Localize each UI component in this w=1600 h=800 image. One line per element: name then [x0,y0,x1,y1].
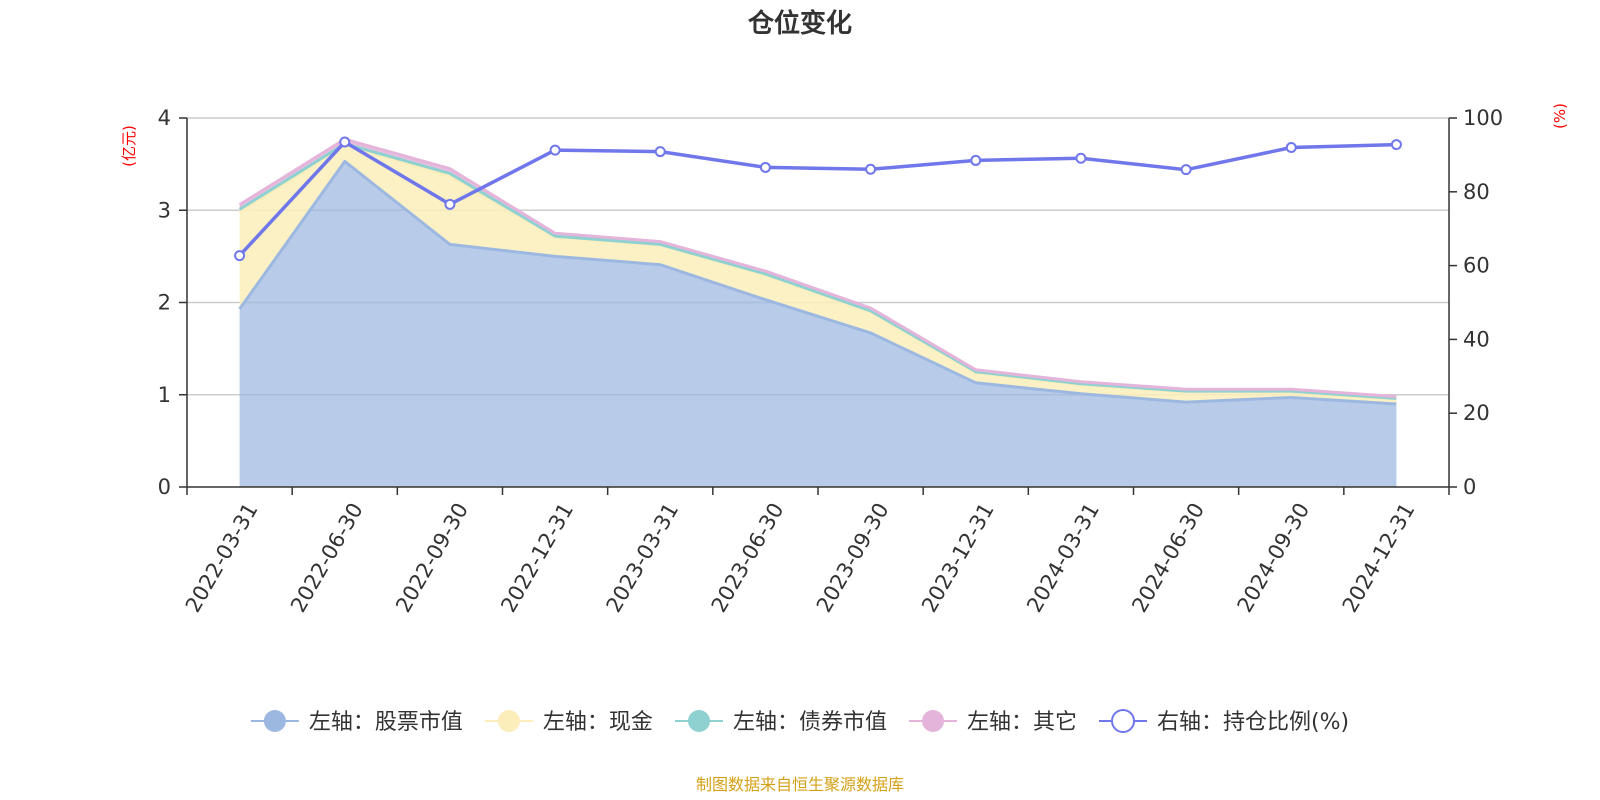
left-tick-label-4: 4 [158,106,171,130]
ratio-point-9 [1180,164,1192,176]
ratio-point-3 [549,144,561,156]
chart-title: 仓位变化 [747,8,852,39]
right-tick-label-2: 40 [1463,327,1490,351]
left-axis-ticks: 0 1 2 3 4 [158,106,187,499]
ratio-point-4 [654,146,666,158]
area-edge-series-2 [238,142,1397,400]
legend-label-1: 左轴：现金 [543,710,653,735]
ratio-point-5 [759,161,771,173]
x-tick-label-8: 2024-03-31 [1022,499,1104,617]
right-tick-label-4: 80 [1463,180,1490,204]
x-tick-label-9: 2024-06-30 [1127,499,1209,617]
legend-item-4: 右轴：持仓比例(%) [1099,709,1349,735]
legend: 左轴：股票市值 左轴：现金 左轴：债券市值 左轴：其它 右轴：持仓比例(%) [250,709,1349,735]
x-tick-label-0: 2022-03-31 [181,499,263,617]
x-tick-label-2: 2022-09-30 [391,499,473,617]
legend-item-2: 左轴：债券市值 [675,710,887,735]
area-series-0 [239,161,1397,487]
x-axis-ticks: 2022-03-31 2022-06-30 2022-09-30 2022-12-31… [181,487,1450,617]
x-tick-label-6: 2023-09-30 [812,499,894,617]
legend-label-4: 右轴：持仓比例(%) [1157,710,1349,735]
x-tick-label-7: 2023-12-31 [917,499,999,617]
ratio-line-path [238,140,1397,257]
legend-item-3: 左轴：其它 [909,710,1077,735]
x-tick-label-3: 2022-12-31 [496,499,578,617]
holding-ratio-line [234,136,1402,262]
area-edge-series-3 [238,137,1397,399]
right-tick-label-0: 0 [1463,475,1476,499]
ratio-point-7 [970,154,982,166]
legend-label-0: 左轴：股票市值 [309,710,463,735]
right-axis-ticks: 0 20 40 60 80 100 [1449,106,1503,499]
right-tick-label-1: 20 [1463,401,1490,425]
right-tick-label-3: 60 [1463,254,1490,278]
ratio-point-8 [1075,152,1087,164]
left-tick-label-1: 1 [158,383,171,407]
legend-swatch-marker-0 [263,710,286,732]
legend-swatch-marker-4 [1111,709,1135,733]
x-tick-label-4: 2023-03-31 [602,499,684,617]
legend-item-1: 左轴：现金 [484,710,653,735]
left-tick-label-0: 0 [158,475,171,499]
ratio-point-2 [444,198,456,210]
ratio-point-10 [1285,142,1297,154]
left-axis-unit: (亿元) [120,125,138,167]
left-tick-label-3: 3 [158,198,171,222]
stacked-areas [238,137,1397,487]
legend-item-0: 左轴：股票市值 [250,710,463,735]
x-tick-label-1: 2022-06-30 [286,499,368,617]
x-tick-label-11: 2024-12-31 [1338,499,1420,617]
ratio-point-11 [1390,139,1402,151]
legend-swatch-marker-3 [922,710,944,732]
x-tick-label-5: 2023-06-30 [707,499,789,617]
x-tick-label-10: 2024-09-30 [1233,499,1315,617]
right-tick-label-5: 100 [1463,106,1503,130]
legend-label-2: 左轴：债券市值 [733,710,887,735]
area-edge-series-0 [238,159,1397,406]
ratio-point-1 [339,136,351,148]
data-source-note: 制图数据来自恒生聚源数据库 [696,775,904,794]
legend-swatch-marker-1 [497,710,520,732]
ratio-point-6 [865,163,877,175]
left-tick-label-2: 2 [158,291,171,315]
legend-label-3: 左轴：其它 [967,710,1077,735]
legend-swatch-marker-2 [688,710,710,732]
ratio-point-0 [234,250,246,262]
right-axis-unit: (%) [1551,103,1569,129]
